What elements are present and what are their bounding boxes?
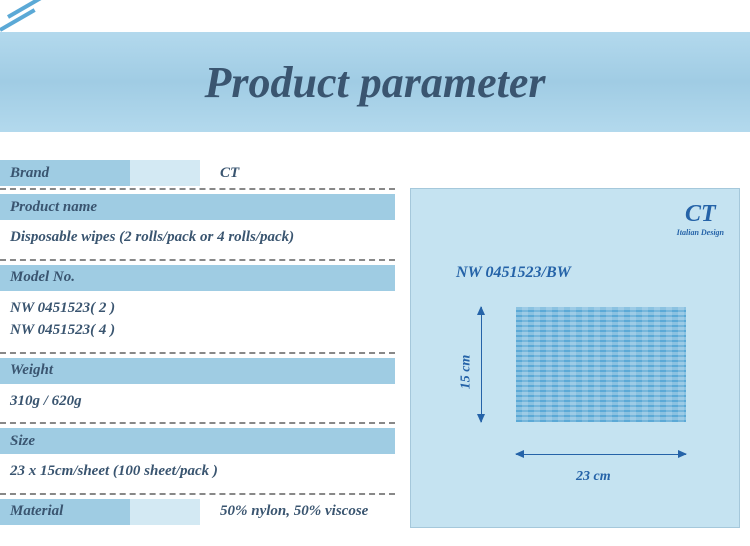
value-weight: 310g / 620g: [0, 384, 400, 421]
value-model-2: NW 0451523( 4 ): [10, 319, 390, 342]
brand-logo: CT Italian Design: [677, 201, 724, 237]
row-material: Material 50% nylon, 50% viscose: [0, 499, 400, 525]
separator: [0, 352, 395, 354]
page-title: Product parameter: [205, 57, 546, 108]
spec-table: Brand CT Product name Disposable wipes (…: [0, 160, 400, 525]
value-material: 50% nylon, 50% viscose: [200, 499, 388, 525]
logo-subtitle: Italian Design: [677, 228, 724, 237]
row-weight-label: Weight: [0, 358, 395, 384]
separator: [0, 188, 395, 190]
row-brand: Brand CT: [0, 160, 400, 186]
product-diagram: CT Italian Design NW 0451523/BW 15 cm 23…: [410, 188, 740, 528]
dimension-vertical-line: [481, 307, 482, 422]
row-product-name-label: Product name: [0, 194, 395, 220]
label-brand: Brand: [0, 160, 130, 186]
label-spacer: [130, 160, 200, 186]
separator: [0, 422, 395, 424]
separator: [0, 493, 395, 495]
diagram-model-label: NW 0451523/BW: [456, 264, 571, 282]
dimension-width-label: 23 cm: [576, 469, 611, 485]
label-spacer: [130, 499, 200, 525]
value-model-1: NW 0451523( 2 ): [10, 297, 390, 320]
label-size: Size: [0, 433, 35, 450]
separator: [0, 259, 395, 261]
dimension-horizontal-line: [516, 454, 686, 455]
wipe-illustration: [516, 307, 686, 422]
logo-text: CT: [677, 201, 724, 228]
value-brand: CT: [200, 160, 259, 186]
value-product-name: Disposable wipes (2 rolls/pack or 4 roll…: [0, 220, 400, 257]
label-model: Model No.: [0, 269, 75, 286]
row-model-label: Model No.: [0, 265, 395, 291]
label-material: Material: [0, 499, 130, 525]
header-banner: Product parameter: [0, 32, 750, 132]
value-model: NW 0451523( 2 ) NW 0451523( 4 ): [0, 291, 400, 350]
label-weight: Weight: [0, 362, 53, 379]
row-size-label: Size: [0, 428, 395, 454]
value-size: 23 x 15cm/sheet (100 sheet/pack ): [0, 454, 400, 491]
dimension-height-label: 15 cm: [458, 355, 474, 390]
label-product-name: Product name: [0, 199, 97, 216]
